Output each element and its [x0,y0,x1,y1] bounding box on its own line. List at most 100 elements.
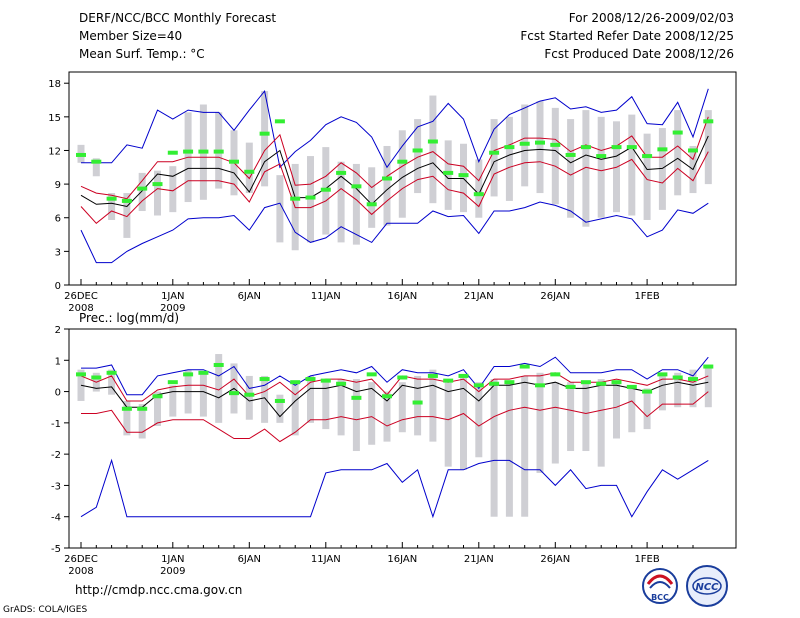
temp-spread-box-day-20 [383,145,391,226]
prec-obs-marker-day-8 [198,370,209,375]
temp-obs-marker-day-16 [320,187,331,192]
prec-spread-box-day-21 [398,382,406,433]
temp-spread-box-day-33 [582,110,590,227]
temp-spread-box-day-30 [536,101,544,194]
temp-obs-marker-day-2 [106,196,117,201]
prec-obs-marker-day-24 [443,378,454,383]
temp-obs-marker-day-18 [351,184,362,189]
prec-plot-frame [68,328,737,549]
temp-obs-marker-day-7 [183,149,194,154]
prec-obs-marker-day-39 [672,375,683,380]
prec-spread-box-day-12 [261,375,269,423]
prec-ytick-label-0: 0 [55,388,61,399]
prec-xtick-label-1JAN: 1JAN [161,554,184,565]
prec-obs-marker-day-38 [657,372,668,377]
prec-xtick-label-26DEC: 26DEC [64,554,98,565]
website-url[interactable]: http://cmdp.ncc.cma.gov.cn [75,583,243,597]
prec-line-max [81,356,709,396]
prec-ytick-label-2: 2 [55,325,61,336]
temp-ytick-label-18: 18 [48,79,61,90]
prec-line-min [80,458,709,519]
temp-spread-box-day-6 [169,166,177,213]
temp-xtick-label-6JAN: 6JAN [238,291,261,302]
prec-obs-marker-day-7 [183,372,194,377]
prec-spread-box-day-32 [567,382,575,452]
temp-obs-marker-day-39 [672,130,683,135]
temp-spread-box-day-36 [628,114,636,216]
prec-obs-marker-day-2 [106,370,117,375]
temp-obs-marker-day-38 [657,147,668,152]
prec-obs-marker-day-17 [336,381,347,386]
temp-xtick-sublabel-2008: 2008 [68,303,93,314]
temp-obs-marker-day-20 [382,176,392,181]
temp-ytick-label-15: 15 [48,113,61,124]
temp-ytick-label-6: 6 [55,214,61,225]
prec-obs-marker-day-21 [397,375,408,380]
temp-spread-box-day-26 [475,159,483,218]
prec-obs-marker-day-0 [76,372,86,377]
temp-obs-marker-day-37 [642,154,653,159]
temp-obs-marker-day-5 [152,182,163,187]
prec-spread-box-day-18 [352,379,360,452]
prec-spread-box-day-34 [597,379,605,467]
prec-spread-box-day-30 [536,372,544,473]
temp-spread-box-day-4 [138,172,146,212]
prec-spread-box-day-39 [674,372,682,408]
prec-obs-marker-day-18 [351,395,362,400]
prec-spread-box-day-11 [245,375,253,420]
temp-obs-marker-day-15 [305,195,316,200]
prec-xtick-sublabel-2008: 2008 [68,566,93,577]
temp-spread-box-day-1 [92,158,100,177]
grads-credit: GrADS: COLA/IGES [3,605,88,615]
temp-spread-box-day-3 [123,193,131,238]
prec-ytick-label-1: 1 [55,356,61,367]
temp-obs-marker-day-22 [412,148,423,153]
prec-obs-marker-day-29 [519,364,530,369]
prec-obs-marker-day-19 [366,372,377,377]
temp-spread-box-day-28 [505,116,513,201]
prec-spread-box-day-31 [551,382,559,464]
temp-obs-marker-day-6 [167,150,178,155]
prec-spread-box-day-6 [169,385,177,417]
temp-obs-marker-day-8 [198,149,209,154]
prec-obs-marker-day-13 [274,398,285,403]
prec-obs-marker-day-6 [167,380,178,385]
temp-spread-box-day-12 [261,91,269,187]
prec-spread-box-day-15 [307,375,314,423]
temp-obs-marker-day-11 [244,169,255,174]
temp-spread-box-day-27 [490,119,498,197]
temp-obs-marker-day-21 [397,159,408,164]
temp-obs-marker-day-0 [76,152,86,157]
temp-spread-box-day-22 [414,119,422,194]
temp-spread-box-day-24 [444,140,452,210]
forecast-period: For 2008/12/26-2009/02/03 [568,11,734,25]
temp-obs-marker-day-10 [229,159,239,164]
prec-spread-box-day-41 [704,366,712,408]
prec-spread-box-day-8 [199,372,207,417]
temp-ytick-label-3: 3 [55,247,61,258]
temp-spread-box-day-11 [245,142,253,194]
prec-obs-marker-day-15 [305,377,316,382]
temp-line-min [80,201,709,264]
prec-obs-marker-day-36 [626,384,637,389]
prec-obs-marker-day-22 [412,400,423,405]
prec-spread-box-day-24 [444,382,452,467]
temp-spread-box-day-17 [337,161,345,243]
temp-spread-box-day-38 [658,128,666,210]
temp-obs-marker-day-35 [611,145,622,150]
prec-spread-box-day-20 [383,391,391,442]
prec-obs-marker-day-26 [473,383,484,388]
prec-obs-marker-day-34 [596,381,607,386]
temp-spread-box-day-37 [643,133,651,220]
temp-spread-box-day-2 [108,193,116,220]
temp-obs-marker-day-24 [443,170,454,175]
prec-ytick-label--5: -5 [51,544,61,555]
prec-xtick-label-21JAN: 21JAN [464,554,494,565]
prec-obs-marker-day-23 [427,373,438,378]
prec-spread-box-day-29 [521,375,529,517]
prec-ytick-label--3: -3 [51,481,61,492]
variable-label-temp: Mean Surf. Temp.: °C [79,47,205,61]
temp-obs-marker-day-27 [489,150,500,155]
temp-xtick-label-1JAN: 1JAN [161,291,184,302]
